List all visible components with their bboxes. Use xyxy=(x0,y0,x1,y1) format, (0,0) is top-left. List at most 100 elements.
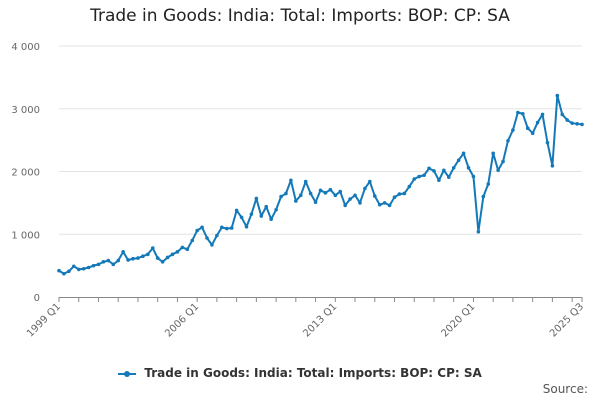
data-point xyxy=(136,256,140,260)
data-point xyxy=(116,258,121,263)
data-point xyxy=(86,265,91,270)
data-point xyxy=(205,236,209,240)
data-point xyxy=(328,187,333,192)
data-point xyxy=(279,194,283,199)
data-point xyxy=(294,199,298,203)
data-point xyxy=(377,202,382,207)
data-point xyxy=(81,266,86,271)
data-point xyxy=(96,262,101,267)
data-point xyxy=(520,111,525,116)
data-point xyxy=(200,225,204,230)
source-label: Source: xyxy=(542,382,588,396)
data-point xyxy=(190,238,195,243)
data-point xyxy=(358,201,362,205)
x-tick-label: 1999 Q1 xyxy=(25,301,63,339)
data-point xyxy=(382,201,387,205)
data-point xyxy=(215,233,219,238)
data-point xyxy=(530,131,535,136)
data-point xyxy=(180,245,185,250)
data-point xyxy=(368,179,372,184)
data-point xyxy=(249,212,254,216)
data-point xyxy=(387,203,392,208)
data-point xyxy=(353,193,357,198)
data-point xyxy=(333,193,338,198)
data-point xyxy=(210,243,214,247)
data-point xyxy=(545,140,550,145)
data-point xyxy=(343,203,347,208)
data-point xyxy=(535,120,540,125)
y-tick-label: 3 000 xyxy=(11,105,40,116)
gridlines xyxy=(59,45,582,235)
data-point xyxy=(323,191,328,195)
x-axis: 1999 Q1 2006 Q1 2013 Q1 2020 Q1 2025 Q3 xyxy=(25,297,586,339)
data-point xyxy=(91,263,96,268)
data-point xyxy=(516,110,520,115)
data-point xyxy=(392,195,397,200)
data-point xyxy=(244,224,249,229)
legend-line-marker-icon xyxy=(118,370,137,377)
y-tick-label: 2 000 xyxy=(11,168,40,179)
x-tick-label: 2006 Q1 xyxy=(163,301,201,339)
data-point xyxy=(195,228,199,233)
data-point xyxy=(363,186,367,191)
data-point xyxy=(303,179,308,184)
data-point xyxy=(284,191,288,196)
data-point xyxy=(565,118,569,122)
data-point xyxy=(146,252,150,257)
data-point xyxy=(106,258,111,263)
data-point xyxy=(313,200,318,205)
data-point xyxy=(269,217,273,221)
data-point xyxy=(155,256,160,260)
data-point xyxy=(126,258,130,262)
legend[interactable]: Trade in Goods: India: Total: Imports: B… xyxy=(0,366,600,380)
data-point xyxy=(407,184,412,189)
data-point xyxy=(372,194,377,198)
data-point xyxy=(412,177,417,181)
data-point xyxy=(298,193,303,198)
data-point xyxy=(471,174,476,179)
data-point xyxy=(550,164,555,168)
data-point xyxy=(511,128,515,132)
data-point xyxy=(175,250,180,254)
data-point xyxy=(451,165,456,170)
data-point xyxy=(185,247,190,252)
data-point xyxy=(496,168,500,173)
data-point xyxy=(540,112,545,117)
y-tick-label: 1 000 xyxy=(11,230,40,241)
data-point xyxy=(348,197,352,201)
data-point xyxy=(131,256,135,261)
data-point xyxy=(570,121,574,125)
data-point xyxy=(121,250,125,254)
data-point xyxy=(254,196,259,201)
data-point xyxy=(101,260,106,264)
data-point xyxy=(259,214,264,218)
data-point xyxy=(491,151,495,156)
data-point xyxy=(160,260,165,264)
legend-label: Trade in Goods: India: Total: Imports: B… xyxy=(144,366,482,380)
data-point xyxy=(141,254,145,259)
data-point xyxy=(476,229,481,234)
data-point xyxy=(580,122,584,127)
data-point xyxy=(437,178,441,183)
data-point xyxy=(466,165,471,170)
data-point xyxy=(220,225,224,230)
data-point xyxy=(417,174,421,179)
data-point xyxy=(111,262,116,267)
x-tick-label: 2020 Q1 xyxy=(439,301,477,339)
data-point xyxy=(57,268,61,273)
data-point xyxy=(560,112,565,117)
data-point xyxy=(506,138,510,143)
chart-title: Trade in Goods: India: Total: Imports: B… xyxy=(90,6,510,26)
data-point xyxy=(575,122,579,126)
data-point xyxy=(308,191,313,196)
data-point xyxy=(150,246,155,250)
data-point xyxy=(72,264,76,269)
data-point xyxy=(432,169,436,173)
data-point xyxy=(289,178,293,183)
series-group xyxy=(57,93,584,276)
data-point xyxy=(165,255,170,260)
y-tick-label: 4 000 xyxy=(11,42,40,53)
data-point xyxy=(264,204,269,209)
data-point xyxy=(525,126,530,130)
